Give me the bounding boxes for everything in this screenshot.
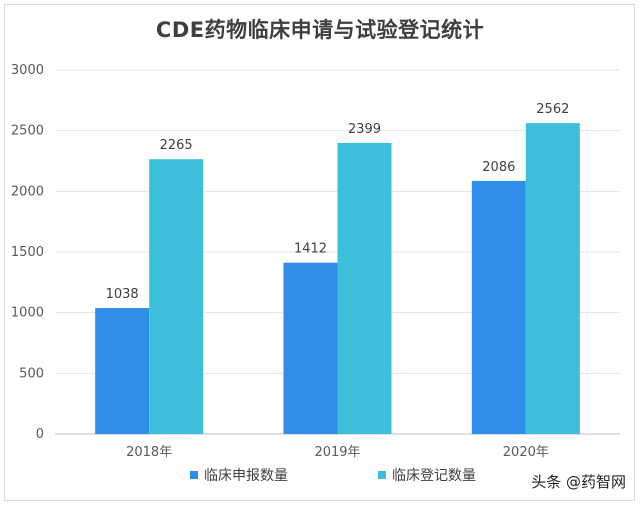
data-label: 1038	[106, 287, 139, 302]
x-tick-label: 2019年	[314, 445, 360, 460]
y-tick-label: 2000	[11, 184, 44, 199]
x-tick-label: 2020年	[503, 445, 549, 460]
y-tick-label: 2500	[11, 124, 44, 139]
y-tick-label: 0	[36, 427, 44, 442]
chart-title: CDE药物临床申请与试验登记统计	[155, 18, 485, 42]
legend-item-series-1: 临床申报数量	[190, 465, 288, 485]
data-label: 2265	[160, 138, 193, 153]
y-tick-label: 1500	[11, 245, 44, 260]
data-label: 2086	[482, 160, 515, 175]
bar	[337, 142, 392, 434]
y-tick-label: 3000	[11, 63, 44, 78]
y-tick-label: 500	[19, 366, 44, 381]
legend-item-series-2: 临床登记数量	[378, 465, 476, 485]
data-label: 2399	[348, 122, 381, 137]
legend-swatch-series-2	[378, 471, 386, 479]
legend-swatch-series-1	[190, 471, 198, 479]
bar	[471, 180, 526, 434]
y-tick-label: 1000	[11, 306, 44, 321]
bar	[149, 159, 204, 434]
bar	[525, 123, 580, 435]
legend-label-series-2: 临床登记数量	[392, 468, 476, 484]
bar	[95, 308, 150, 434]
watermark: 头条 @药智网	[531, 473, 626, 491]
data-label: 2562	[536, 102, 569, 117]
x-tick-label: 2018年	[126, 445, 172, 460]
legend: 临床申报数量 临床登记数量	[190, 465, 476, 485]
data-label: 1412	[294, 242, 327, 257]
bar	[283, 262, 338, 434]
legend-label-series-1: 临床申报数量	[204, 468, 288, 484]
